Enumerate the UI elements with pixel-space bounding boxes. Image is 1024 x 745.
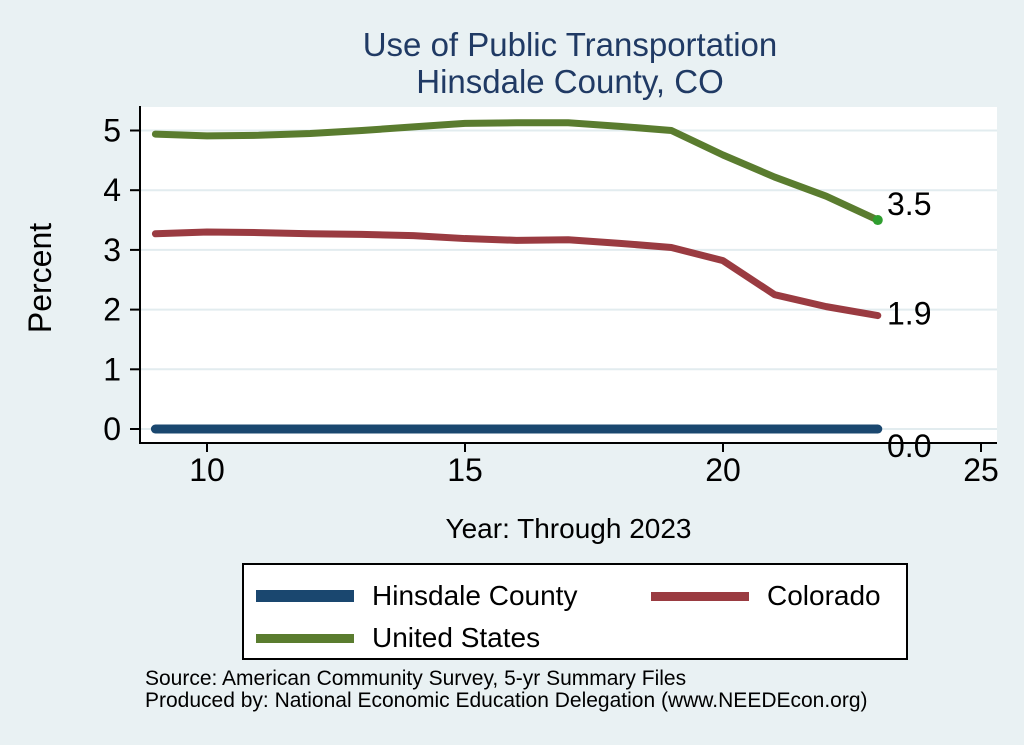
y-tick-label-4: 4 (103, 172, 121, 208)
source-line: Source: American Community Survey, 5-yr … (145, 667, 687, 690)
legend-item-united-states: United States (256, 622, 540, 654)
y-tick-label-0: 0 (103, 411, 121, 447)
chart-title-line2: Hinsdale County, CO (416, 63, 724, 100)
source-notes: Source: American Community Survey, 5-yr … (145, 668, 868, 712)
x-tick-label-25: 25 (963, 452, 999, 488)
series-line-colorado (151, 228, 882, 320)
legend-label-hinsdale-county: Hinsdale County (372, 580, 578, 611)
end-label-colorado: 1.9 (887, 296, 931, 332)
series-end-marker (872, 215, 883, 226)
x-tick-label-15: 15 (447, 452, 483, 488)
legend-item-hinsdale-county: Hinsdale County (256, 580, 577, 612)
y-tick-label-2: 2 (103, 292, 121, 328)
legend-item-colorado: Colorado (651, 580, 881, 612)
x-tick-label-10: 10 (189, 452, 225, 488)
series-line-united-states (151, 119, 882, 224)
produced-by-line: Produced by: National Economic Education… (145, 689, 868, 712)
y-axis-title: Percent (22, 222, 58, 334)
legend-label-colorado: Colorado (767, 580, 881, 611)
end-label-united-states: 3.5 (887, 186, 931, 222)
x-axis-title: Year: Through 2023 (445, 513, 692, 544)
legend-swatch-colorado (651, 591, 749, 601)
chart-title: Use of Public Transportation Hinsdale Co… (140, 26, 1000, 100)
legend: Hinsdale County Colorado United States (242, 563, 908, 660)
y-tick-label-3: 3 (103, 232, 121, 268)
legend-swatch-hinsdale-county (256, 590, 354, 602)
end-label-hinsdale-county: 0.0 (887, 428, 931, 464)
legend-label-united-states: United States (372, 622, 541, 653)
plot-background (140, 107, 997, 443)
x-tick-label-20: 20 (705, 452, 741, 488)
y-tick-label-1: 1 (103, 351, 121, 387)
y-tick-label-5: 5 (103, 113, 121, 149)
legend-swatch-united-states (256, 633, 354, 643)
chart-title-line1: Use of Public Transportation (362, 26, 778, 63)
